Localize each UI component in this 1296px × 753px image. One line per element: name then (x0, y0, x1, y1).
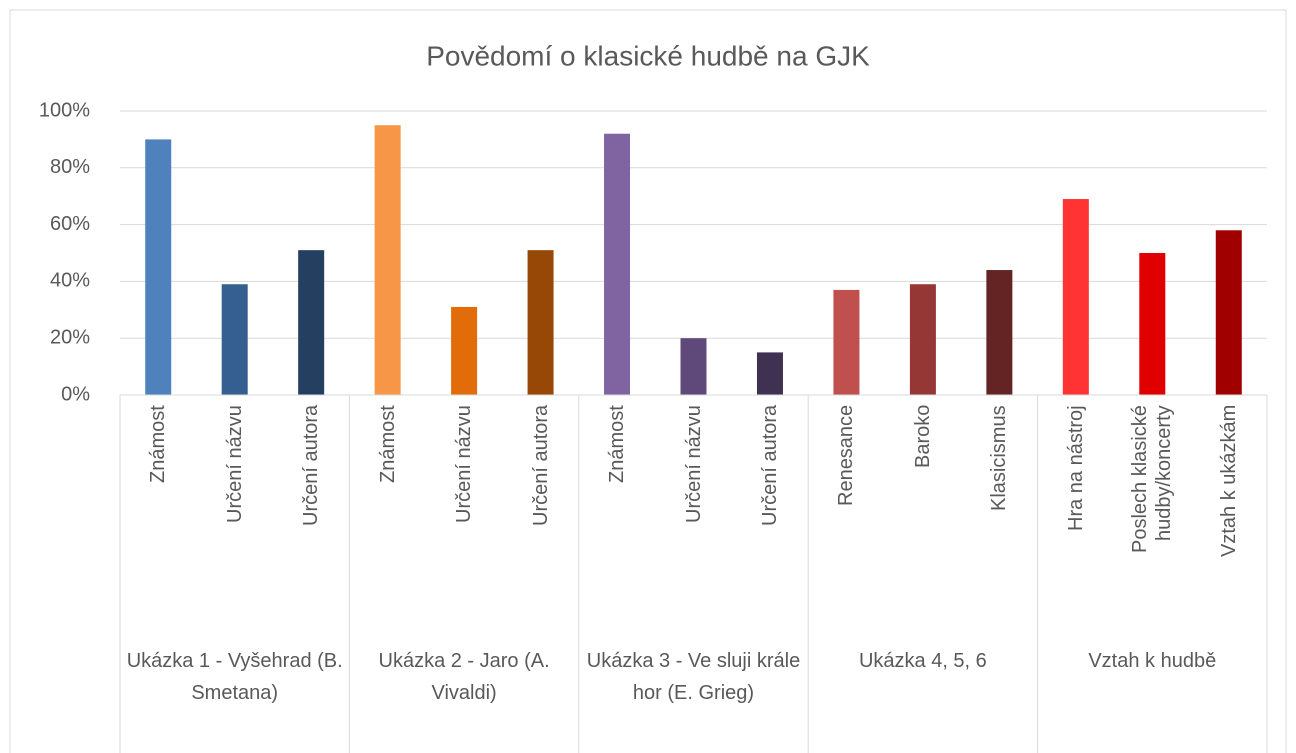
x-tick-label: Poslech klasické hudby/koncerty (1129, 405, 1176, 553)
group-label: Ukázka 1 - Vyšehrad (B. Smetana) (126, 650, 343, 704)
chart-title: Povědomí o klasické hudbě na GJK (426, 40, 870, 71)
bar (909, 284, 936, 395)
y-tick-label: 60% (50, 213, 90, 235)
x-tick-label: Hra na nástroj (1064, 405, 1087, 531)
group-label: Ukázka 4, 5, 6 (858, 650, 987, 672)
bar (451, 306, 478, 395)
x-tick-label: Určení autora (529, 405, 552, 527)
chart-border (9, 9, 1287, 753)
group-label: Vztah k hudbě (1088, 650, 1217, 672)
y-tick-label: 80% (50, 156, 90, 178)
bar (756, 352, 783, 395)
bar (833, 289, 860, 395)
x-tick-label: Známost (376, 405, 399, 483)
bar (986, 270, 1013, 395)
y-tick-label: 20% (50, 326, 90, 348)
bar (298, 250, 325, 395)
group-label: Ukázka 3 - Ve sluji krále hor (E. Grieg) (586, 650, 801, 704)
x-tick-label: Určení názvu (453, 405, 476, 523)
x-tick-label: Určení autora (758, 405, 781, 527)
x-tick-label: Určení názvu (682, 405, 705, 523)
bar (374, 125, 401, 395)
bar (680, 338, 707, 395)
bar (1215, 230, 1242, 395)
bar (604, 133, 631, 395)
y-tick-label: 100% (39, 99, 90, 121)
bar (145, 139, 172, 395)
bar (1139, 253, 1166, 395)
bar (221, 284, 248, 395)
x-tick-label: Známost (147, 405, 170, 483)
x-tick-label: Známost (606, 405, 629, 483)
x-tick-label: Určení autora (300, 405, 323, 527)
x-tick-label: Vztah k ukázkám (1217, 405, 1240, 558)
x-tick-label: Baroko (911, 405, 934, 469)
x-tick-label: Renesance (835, 405, 858, 507)
x-tick-label: Klasicismus (988, 405, 1011, 511)
group-label: Ukázka 2 - Jaro (A. Vivaldi) (378, 650, 550, 704)
bar (1062, 199, 1089, 395)
bar (527, 250, 554, 395)
y-tick-label: 40% (50, 270, 90, 292)
y-tick-label: 0% (61, 383, 90, 405)
x-tick-label: Určení názvu (223, 405, 246, 523)
